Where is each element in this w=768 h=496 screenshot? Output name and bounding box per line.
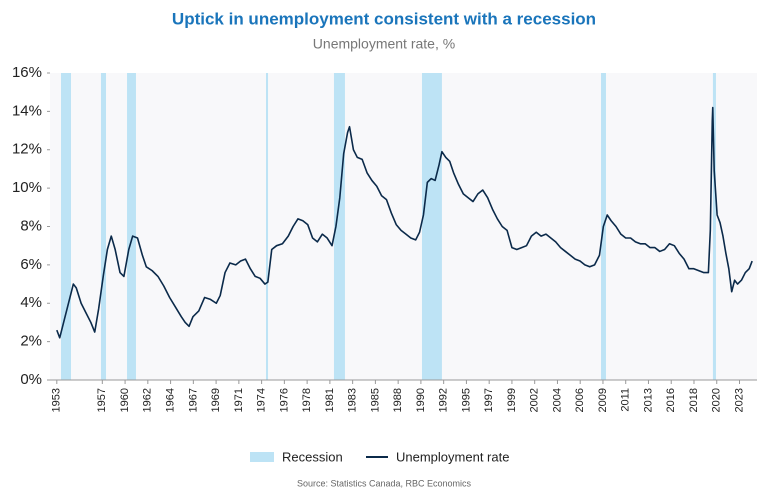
x-tick-label: 2004	[551, 388, 563, 412]
recession-band	[127, 73, 136, 380]
x-tick-label: 1953	[51, 388, 63, 412]
y-tick-label: 14%	[12, 102, 42, 119]
x-tick-label: 1997	[483, 388, 495, 412]
x-tick-label: 2016	[665, 388, 677, 412]
recession-band	[265, 73, 269, 380]
y-tick-label: 2%	[20, 333, 42, 350]
legend-label: Recession	[282, 449, 343, 464]
x-tick-label: 1969	[210, 388, 222, 412]
x-tick-label: 2020	[711, 388, 723, 412]
x-tick-label: 1967	[187, 388, 199, 412]
x-tick-label: 1974	[256, 388, 268, 412]
y-tick-label: 12%	[12, 141, 42, 158]
y-tick-label: 8%	[20, 217, 42, 234]
x-tick-label: 2013	[642, 388, 654, 412]
recession-band	[100, 73, 107, 380]
chart-title: Uptick in unemployment consistent with a…	[172, 9, 596, 28]
legend-swatch-recession	[250, 452, 274, 462]
x-tick-label: 1962	[142, 388, 154, 412]
x-tick-label: 1995	[460, 388, 472, 412]
recession-band	[421, 73, 442, 380]
y-tick-label: 10%	[12, 179, 42, 196]
y-tick-label: 16%	[12, 64, 42, 81]
x-tick-label: 1983	[347, 388, 359, 412]
x-tick-label: 1976	[278, 388, 290, 412]
x-tick-label: 2018	[688, 388, 700, 412]
y-tick-label: 6%	[20, 256, 42, 273]
x-tick-label: 1988	[392, 388, 404, 412]
x-tick-label: 2023	[733, 388, 745, 412]
x-tick-label: 2009	[597, 388, 609, 412]
x-tick-label: 1971	[233, 388, 245, 412]
x-tick-label: 1985	[369, 388, 381, 412]
x-tick-label: 1981	[324, 388, 336, 412]
x-tick-label: 1957	[96, 388, 108, 412]
x-tick-label: 1964	[164, 388, 176, 412]
x-tick-label: 1990	[415, 388, 427, 412]
source-note: Source: Statistics Canada, RBC Economics	[297, 478, 472, 488]
x-tick-label: 1992	[438, 388, 450, 412]
x-tick-label: 1978	[301, 388, 313, 412]
recession-band	[333, 73, 345, 380]
x-tick-label: 1999	[506, 388, 518, 412]
x-tick-label: 2002	[529, 388, 541, 412]
plot-area	[50, 73, 757, 380]
unemployment-line	[56, 106, 753, 339]
x-tick-label: 2006	[574, 388, 586, 412]
recession-band	[60, 73, 72, 380]
y-tick-label: 4%	[20, 294, 42, 311]
legend-label: Unemployment rate	[396, 449, 509, 464]
chart-subtitle: Unemployment rate, %	[313, 36, 455, 52]
y-tick-label: 0%	[20, 371, 42, 388]
x-tick-label: 2011	[620, 388, 632, 412]
recession-band	[712, 73, 716, 380]
x-tick-label: 1960	[119, 388, 131, 412]
